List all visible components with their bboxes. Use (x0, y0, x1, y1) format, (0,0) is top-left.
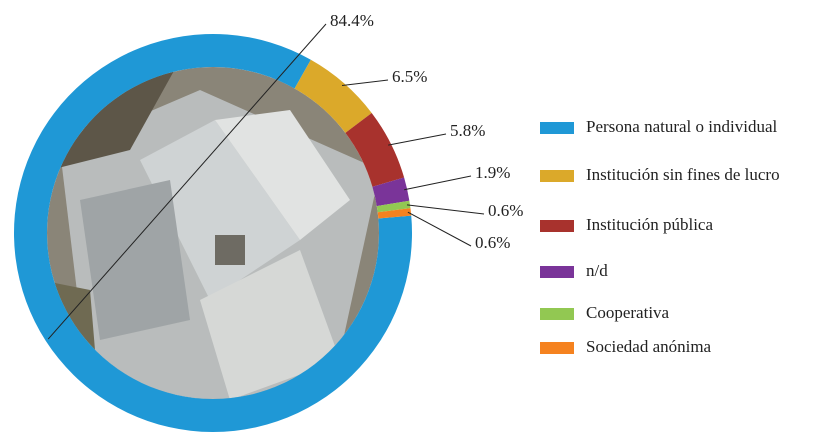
legend-label: Institución sin fines de lucro (586, 165, 780, 184)
leader-line (341, 79, 389, 86)
legend-swatch (540, 266, 574, 278)
donut-slice (345, 112, 405, 187)
leader-line (407, 211, 472, 247)
data-label: 0.6% (475, 233, 510, 252)
legend-label: n/d (586, 261, 608, 280)
leader-line (404, 175, 472, 191)
data-label: 5.8% (450, 121, 485, 140)
legend-label: Institución pública (586, 215, 713, 234)
donut-slice (376, 200, 411, 213)
legend-swatch (540, 220, 574, 232)
legend-swatch (540, 170, 574, 182)
legend-swatch (540, 342, 574, 354)
data-label: 84.4% (330, 11, 374, 30)
leader-line (388, 133, 447, 146)
legend-label: Sociedad anónima (586, 337, 712, 356)
legend-label: Persona natural o individual (586, 117, 777, 136)
donut-slice (294, 59, 372, 133)
donut-slice (372, 177, 410, 207)
legend-swatch (540, 122, 574, 134)
leader-line (47, 23, 327, 340)
data-label: 6.5% (392, 67, 427, 86)
data-label: 0.6% (488, 201, 523, 220)
legend-label: Cooperativa (586, 303, 670, 322)
data-label: 1.9% (475, 163, 510, 182)
legend-swatch (540, 308, 574, 320)
donut-slice (377, 208, 412, 219)
leader-line (406, 204, 485, 215)
